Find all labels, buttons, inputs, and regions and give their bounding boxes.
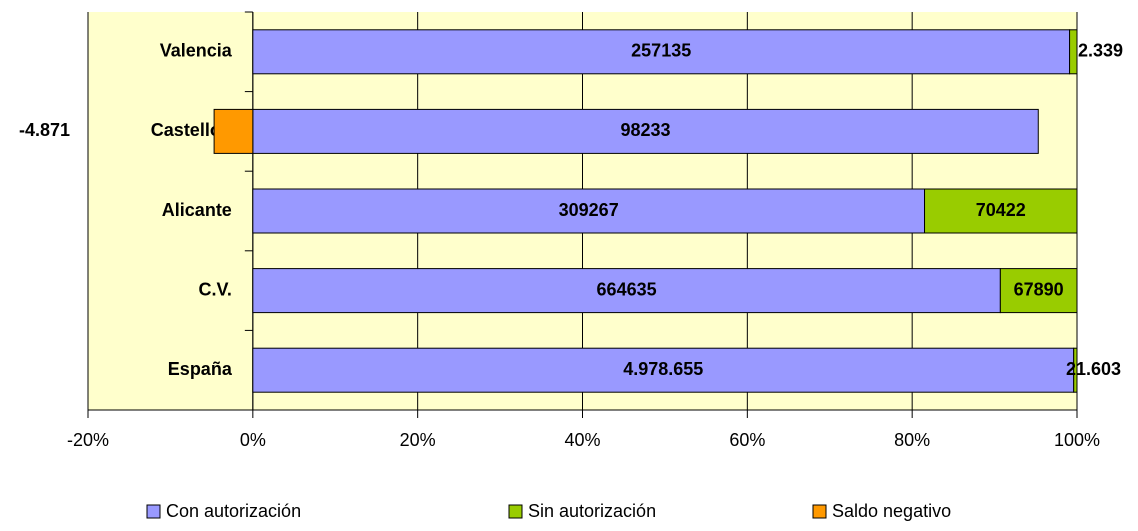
bar-segment [213, 108, 254, 154]
data-label: 21.603 [1066, 359, 1121, 379]
category-label: Alicante [162, 200, 232, 220]
bar-segment [1069, 29, 1078, 75]
data-label: 2.339 [1078, 41, 1123, 61]
x-tick-label: 40% [564, 430, 600, 450]
data-label: 67890 [1014, 279, 1064, 299]
legend-label: Saldo negativo [832, 501, 951, 521]
x-tick-label: 80% [894, 430, 930, 450]
category-label: Castellón [151, 120, 232, 140]
data-label: 4.978.655 [623, 359, 703, 379]
legend-label: Sin autorización [528, 501, 656, 521]
x-tick-label: 20% [400, 430, 436, 450]
bar-segment [252, 29, 1071, 75]
bar-segment [252, 108, 1039, 154]
x-tick-label: 100% [1054, 430, 1100, 450]
bar-segment [252, 268, 1001, 314]
x-tick-label: 0% [240, 430, 266, 450]
x-tick-label: 60% [729, 430, 765, 450]
bar-segment [1073, 347, 1078, 393]
data-label: 98233 [621, 120, 671, 140]
category-label: Valencia [160, 41, 233, 61]
bar-segment [924, 188, 1078, 234]
bar-segment [999, 268, 1078, 314]
legend-label: Con autorización [166, 501, 301, 521]
category-label: C.V. [198, 279, 231, 299]
category-label: España [168, 359, 233, 379]
legend-swatch [812, 504, 827, 519]
legend-swatch [508, 504, 523, 519]
legend-swatch [146, 504, 161, 519]
data-label: 309267 [559, 200, 619, 220]
x-tick-label: -20% [67, 430, 109, 450]
data-label: 664635 [597, 279, 657, 299]
data-label: 257135 [631, 41, 691, 61]
data-label: 70422 [976, 200, 1026, 220]
data-label: -4.871 [19, 120, 70, 140]
